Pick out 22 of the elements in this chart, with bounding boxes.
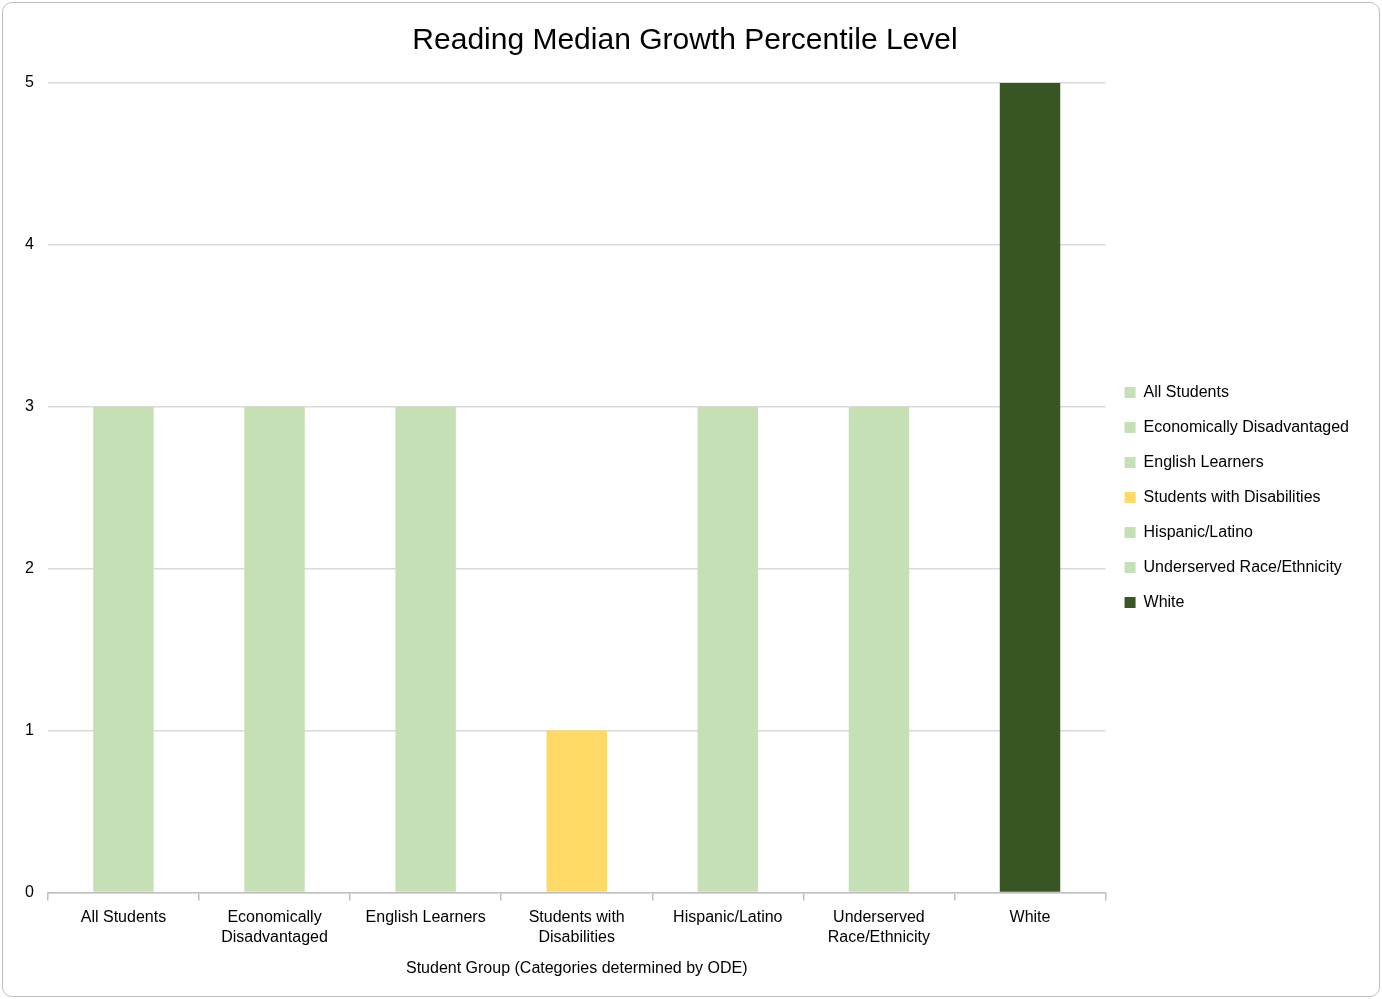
- legend-label: White: [1143, 592, 1185, 610]
- chart-title: Reading Median Growth Percentile Level: [412, 22, 958, 56]
- legend-label: English Learners: [1143, 452, 1264, 470]
- x-tick-label: White: [1009, 908, 1051, 926]
- legend-label: Hispanic/Latino: [1143, 522, 1254, 540]
- legend-label: Economically Disadvantaged: [1143, 417, 1350, 435]
- y-tick-label: 5: [24, 73, 34, 91]
- x-tick-label: All Students: [80, 908, 167, 926]
- y-tick-label: 3: [24, 397, 34, 415]
- legend-label: All Students: [1143, 382, 1229, 400]
- y-tick-label: 0: [24, 882, 34, 900]
- y-tick-label: 4: [24, 235, 34, 253]
- x-tick-label: Underserved Race/Ethnicity: [827, 908, 931, 945]
- x-axis-title: Student Group (Categories determined by ODE): [405, 958, 748, 976]
- x-tick-label: Students with Disabilities: [528, 908, 625, 945]
- x-tick-label: Hispanic/Latino: [673, 908, 783, 926]
- legend-label: Underserved Race/Ethnicity: [1143, 557, 1342, 575]
- x-tick-label: English Learners: [365, 908, 486, 926]
- y-tick-label: 2: [24, 559, 34, 577]
- legend-label: Students with Disabilities: [1143, 487, 1321, 505]
- y-tick-label: 1: [24, 720, 34, 738]
- x-tick-label: Economically Disadvantaged: [221, 908, 328, 945]
